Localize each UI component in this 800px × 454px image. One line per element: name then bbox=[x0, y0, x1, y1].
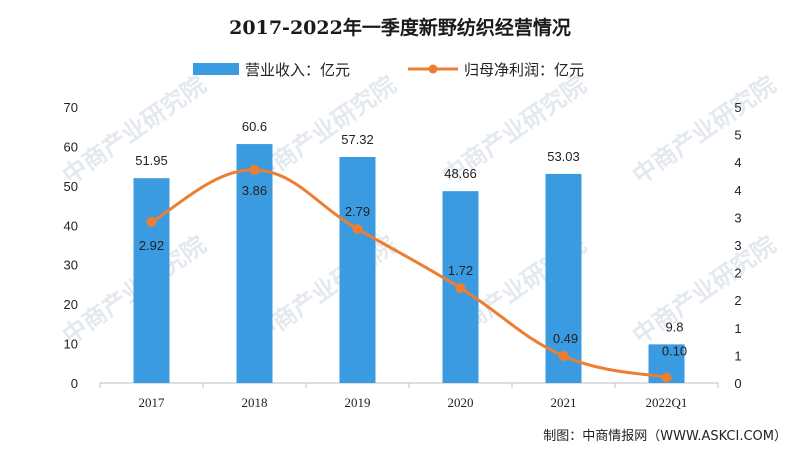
profit-point bbox=[455, 283, 466, 294]
legend: 营业收入：亿元 归母净利润：亿元 bbox=[193, 61, 584, 79]
x-tick-label: 2021 bbox=[551, 395, 577, 410]
y-left-tick-label: 10 bbox=[64, 337, 78, 352]
y-left-tick-label: 50 bbox=[64, 179, 78, 194]
profit-data-label: 3.86 bbox=[242, 183, 267, 198]
profit-point bbox=[249, 164, 260, 175]
y-right-tick-label: 5 bbox=[734, 100, 741, 115]
y-right-tick-label: 1 bbox=[734, 321, 741, 336]
x-tick-label: 2017 bbox=[139, 395, 166, 410]
profit-data-label: 0.10 bbox=[662, 343, 687, 358]
y-right-tick-label: 0 bbox=[734, 376, 741, 391]
y-left-tick-label: 60 bbox=[64, 139, 78, 154]
y-left-tick-label: 70 bbox=[64, 100, 78, 115]
chart-title: 2017-2022年一季度新野纺织经营情况 bbox=[229, 16, 571, 39]
profit-point bbox=[558, 350, 569, 361]
revenue-data-label: 57.32 bbox=[341, 132, 374, 147]
profit-data-label: 2.92 bbox=[139, 238, 164, 253]
profit-data-label: 1.72 bbox=[448, 263, 473, 278]
revenue-data-label: 53.03 bbox=[547, 149, 580, 164]
y-left-tick-label: 30 bbox=[64, 258, 78, 273]
revenue-data-label: 9.8 bbox=[665, 319, 683, 334]
bars bbox=[133, 144, 685, 383]
y-right-tick-label: 2 bbox=[734, 293, 741, 308]
x-tick-label: 2020 bbox=[448, 395, 474, 410]
y-right-tick-label: 2 bbox=[734, 266, 741, 281]
profit-line-series bbox=[146, 164, 672, 383]
y-right-tick-label: 4 bbox=[734, 183, 741, 198]
legend-label-revenue: 营业收入：亿元 bbox=[245, 61, 350, 79]
legend-swatch-revenue bbox=[193, 63, 239, 75]
revenue-bar bbox=[339, 156, 376, 383]
profit-data-label: 2.79 bbox=[345, 204, 370, 219]
watermark-text: 中商产业研究院 bbox=[627, 71, 781, 190]
y-right-tick-label: 4 bbox=[734, 155, 741, 170]
legend-label-profit: 归母净利润：亿元 bbox=[464, 61, 584, 79]
revenue-data-label: 51.95 bbox=[135, 153, 168, 168]
data-labels: 51.95 60.6 57.32 48.66 53.03 9.8 2.92 3.86 2.79 1… bbox=[135, 119, 687, 358]
revenue-bar bbox=[545, 173, 582, 383]
x-tick-label: 2018 bbox=[242, 395, 268, 410]
revenue-data-label: 60.6 bbox=[242, 119, 267, 134]
profit-data-label: 0.49 bbox=[553, 331, 578, 346]
profit-point bbox=[146, 216, 157, 227]
profit-point bbox=[352, 223, 363, 234]
axes: 2017 2018 2019 2020 2021 2022Q101020304050607… bbox=[64, 100, 742, 410]
y-left-tick-label: 20 bbox=[64, 297, 78, 312]
x-tick-label: 2022Q1 bbox=[646, 395, 688, 410]
source-note: 制图：中商情报网（WWW.ASKCI.COM） bbox=[543, 429, 787, 444]
revenue-bar bbox=[236, 144, 273, 383]
profit-point bbox=[661, 372, 672, 383]
revenue-bar bbox=[133, 178, 170, 383]
y-right-tick-label: 1 bbox=[734, 348, 741, 363]
x-tick-label: 2019 bbox=[345, 395, 371, 410]
y-right-tick-label: 3 bbox=[734, 238, 741, 253]
revenue-data-label: 48.66 bbox=[444, 166, 477, 181]
y-left-tick-label: 40 bbox=[64, 218, 78, 233]
profit-line bbox=[150, 168, 667, 379]
y-left-tick-label: 0 bbox=[71, 376, 78, 391]
legend-swatch-profit-marker bbox=[428, 64, 438, 74]
watermark-text: 中商产业研究院 bbox=[57, 71, 211, 190]
y-right-tick-label: 3 bbox=[734, 210, 741, 225]
watermark-text: 中商产业研究院 bbox=[627, 231, 781, 350]
y-right-tick-label: 5 bbox=[734, 128, 741, 143]
